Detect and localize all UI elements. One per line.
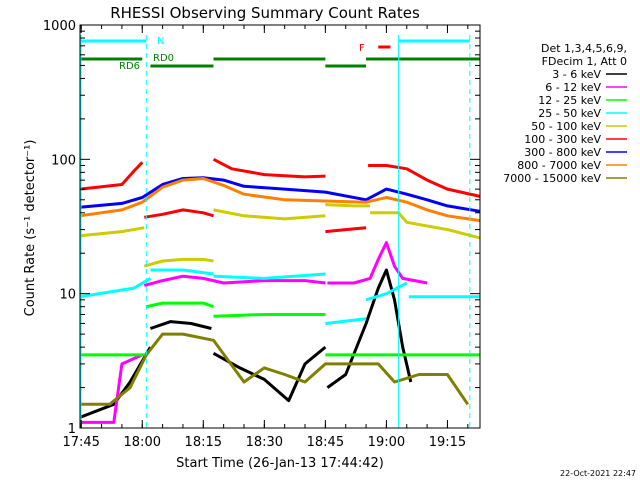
- series-line-4-4: [370, 211, 481, 240]
- timestamp: 22-Oct-2021 22:47: [560, 469, 636, 478]
- flag-bars: N RD0 RD6 F: [80, 36, 480, 72]
- y-tick-label-2: 100: [51, 153, 76, 168]
- legend-label-2: 12 - 25 keV: [538, 94, 601, 107]
- series-line-4-0: [79, 226, 145, 238]
- y-tick-label-1: 10: [59, 288, 76, 303]
- y-tick-label-3: 1000: [43, 19, 76, 34]
- chart-title: RHESSI Observing Summary Count Rates: [110, 4, 420, 22]
- y-tick-label-0: 1: [68, 422, 76, 437]
- legend-label-4: 50 - 100 keV: [531, 120, 601, 133]
- plot-area: [79, 157, 481, 424]
- series-line-1-0: [80, 353, 143, 424]
- x-tick-label-5: 19:00: [368, 435, 405, 450]
- series-line-0-1: [149, 320, 212, 330]
- y-axis-ticks: 1 10 100 1000: [43, 19, 480, 437]
- series-3: [79, 268, 480, 325]
- series-7: [79, 177, 481, 223]
- series-line-4-3: [325, 203, 371, 208]
- series-line-4-1: [143, 257, 214, 268]
- legend-label-0: 3 - 6 keV: [552, 68, 601, 81]
- plot-frame: [79, 24, 481, 429]
- series-line-7-0: [79, 177, 481, 223]
- series-line-3-4: [365, 281, 408, 302]
- legend: Det 1,3,4,5,6,9,FDecim 1, Att 03 - 6 keV…: [503, 42, 627, 185]
- legend-label-6: 300 - 800 keV: [524, 146, 601, 159]
- series-line-5-1: [144, 208, 214, 219]
- series-line-3-1: [150, 268, 214, 276]
- series-line-6-0: [79, 176, 481, 213]
- series-4: [79, 203, 481, 268]
- series-line-1-2: [327, 241, 428, 285]
- series-line-2-2: [213, 313, 326, 318]
- x-axis-label: Start Time (26-Jan-13 17:44:42): [176, 456, 384, 471]
- legend-label-5: 100 - 300 keV: [524, 133, 601, 146]
- series-2: [80, 301, 480, 357]
- legend-header-0: Det 1,3,4,5,6,9,: [541, 42, 627, 55]
- series-line-5-0: [79, 161, 144, 191]
- x-tick-label-3: 18:30: [246, 435, 283, 450]
- series-line-0-2: [212, 345, 327, 403]
- flag-label-rd0: RD0: [153, 53, 174, 64]
- series-5: [79, 157, 481, 234]
- series-line-0-3: [326, 268, 413, 389]
- legend-label-3: 25 - 50 keV: [538, 107, 601, 120]
- series-line-3-0: [79, 277, 152, 299]
- series-line-5-4: [368, 164, 481, 198]
- x-tick-label-0: 17:45: [62, 435, 99, 450]
- flag-label-f: F: [359, 43, 365, 54]
- flag-label-n: N: [157, 36, 164, 47]
- series-line-4-2: [213, 208, 326, 221]
- x-tick-label-2: 18:15: [185, 435, 222, 450]
- series-1: [80, 241, 428, 424]
- series-line-5-3: [325, 226, 367, 234]
- series-6: [79, 176, 481, 213]
- series-8: [80, 332, 470, 406]
- flag-label-rd6: RD6: [119, 61, 140, 72]
- legend-label-7: 800 - 7000 keV: [517, 159, 601, 172]
- series-line-3-3: [325, 317, 367, 325]
- series-0: [79, 268, 413, 419]
- y-axis-label: Count Rate (s⁻¹ detector⁻¹): [23, 140, 38, 317]
- x-tick-label-1: 18:00: [124, 435, 161, 450]
- series-line-2-1: [145, 301, 214, 309]
- x-tick-label-4: 18:45: [307, 435, 344, 450]
- legend-label-8: 7000 - 15000 keV: [503, 172, 601, 185]
- series-line-1-1: [143, 274, 326, 287]
- legend-header-1: FDecim 1, Att 0: [542, 55, 627, 68]
- series-line-8-0: [80, 332, 470, 406]
- x-axis-ticks: 17:45 18:00 18:15 18:30 18:45 19:00 19:15: [62, 25, 469, 450]
- flag-vertical-lines: [80, 35, 471, 428]
- legend-label-1: 6 - 12 keV: [545, 81, 601, 94]
- x-tick-label-6: 19:15: [429, 435, 466, 450]
- series-line-5-2: [212, 157, 326, 179]
- series-line-3-2: [213, 272, 326, 280]
